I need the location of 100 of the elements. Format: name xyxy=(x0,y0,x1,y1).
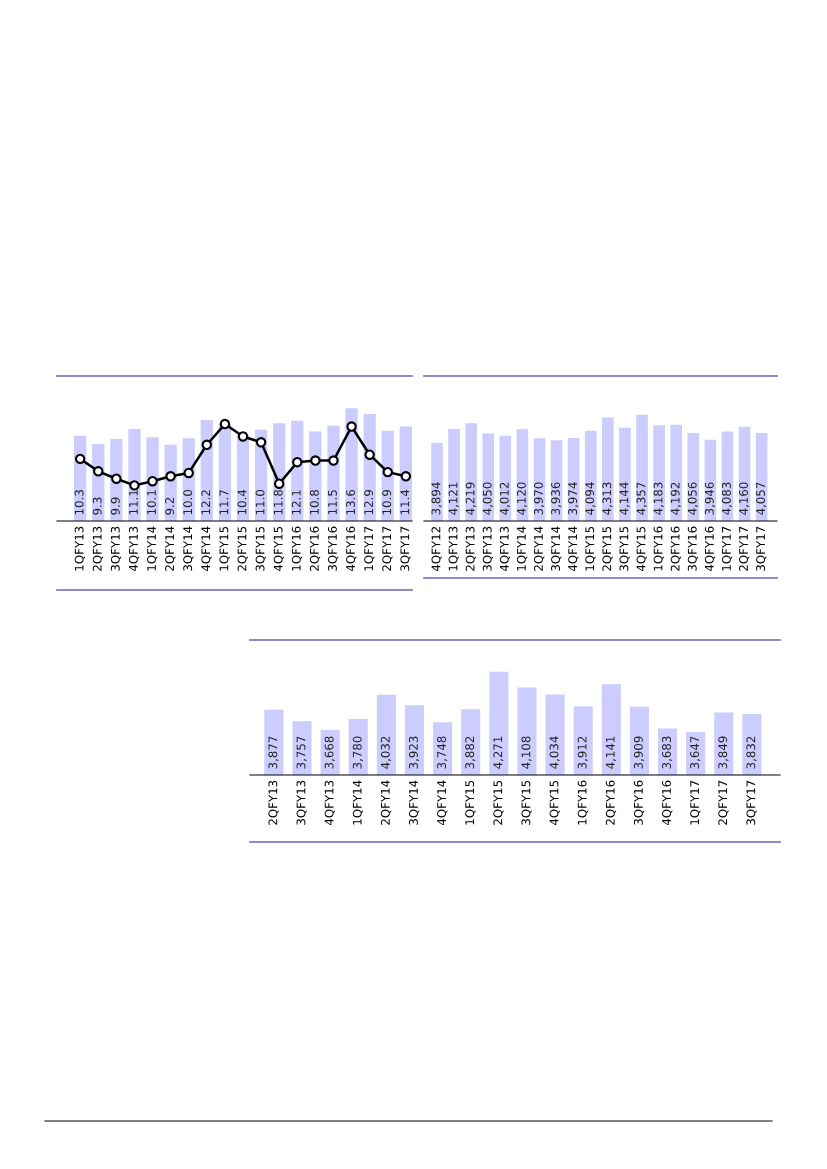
data-label: 4,057 xyxy=(756,482,767,515)
data-label: 3,909 xyxy=(633,736,645,769)
data-label: 4,050 xyxy=(482,482,493,515)
bar xyxy=(327,425,340,521)
data-label: 11.5 xyxy=(328,490,337,515)
x-tick-label: 1QFY17 xyxy=(721,526,733,571)
x-tick-label: 4QFY13 xyxy=(499,526,511,572)
x-tick-label: 4QFY12 xyxy=(431,527,442,572)
point xyxy=(147,476,158,487)
x-tick-label: 3QFY14 xyxy=(183,526,194,571)
x-tick-label: 4QFY16 xyxy=(704,526,716,572)
x-tick-label: 4QFY14 xyxy=(568,526,579,572)
x-tick-label: 3QFY14 xyxy=(551,526,562,571)
point xyxy=(111,473,122,484)
point xyxy=(201,439,213,450)
bar xyxy=(345,408,358,521)
x-tick-label: 1QFY13 xyxy=(448,526,459,571)
x-tick-label: 2QFY15 xyxy=(493,780,504,825)
x-tick-label: 3QFY13 xyxy=(482,526,494,571)
data-label: 12.2 xyxy=(201,490,211,515)
data-label: 10.8 xyxy=(309,489,319,515)
data-label: 3,780 xyxy=(352,736,363,769)
x-tick-label: 1QFY15 xyxy=(585,526,596,571)
data-label: 10.1 xyxy=(147,490,156,515)
data-label: 4,141 xyxy=(605,736,616,769)
data-label: 10.0 xyxy=(183,489,193,515)
x-tick-label: 3QFY15 xyxy=(619,526,630,571)
x-tick-label: 2QFY17 xyxy=(382,526,393,571)
x-tick-label: 1QFY14 xyxy=(516,526,528,571)
x-tick-label: 3QFY14 xyxy=(408,780,420,825)
x-tick-label: 1QFY16 xyxy=(291,526,303,571)
data-label: 9.2 xyxy=(165,497,175,515)
x-tick-label: 2QFY16 xyxy=(605,780,617,825)
data-label: 4,056 xyxy=(687,482,698,515)
data-label: 9.3 xyxy=(92,497,102,515)
data-label: 3,882 xyxy=(465,736,476,769)
data-label: 12.9 xyxy=(364,489,374,515)
x-tick-label: 4QFY15 xyxy=(549,780,560,826)
data-label: 4,120 xyxy=(516,482,528,515)
point xyxy=(183,467,194,479)
x-tick-label: 2QFY13 xyxy=(268,780,279,825)
x-tick-label: 3QFY16 xyxy=(633,780,645,825)
data-label: 4,271 xyxy=(493,736,504,769)
x-tick-label: 3QFY13 xyxy=(110,526,122,571)
x-tick-label: 2QFY14 xyxy=(380,780,392,825)
bar xyxy=(146,437,159,521)
data-label: 3,832 xyxy=(746,736,757,769)
data-label: 4,121 xyxy=(448,482,459,515)
data-label: 4,313 xyxy=(602,482,613,515)
data-label: 3,647 xyxy=(690,736,701,769)
data-label: 4,219 xyxy=(465,482,476,515)
data-label: 3,923 xyxy=(408,736,420,769)
data-label: 10.9 xyxy=(382,489,392,515)
point xyxy=(364,449,375,460)
data-label: 4,183 xyxy=(653,482,664,515)
data-label: 4,160 xyxy=(739,482,750,515)
x-tick-label: 3QFY17 xyxy=(746,780,757,825)
point xyxy=(310,455,321,466)
x-tick-label: 3QFY17 xyxy=(756,526,767,571)
x-tick-label: 4QFY14 xyxy=(437,780,448,826)
x-tick-label: 4QFY13 xyxy=(324,780,335,826)
data-label: 3,912 xyxy=(577,736,588,769)
data-label: 12.1 xyxy=(291,490,301,515)
data-label: 11.8 xyxy=(273,489,283,515)
x-tick-label: 1QFY17 xyxy=(364,526,375,571)
point xyxy=(237,431,249,442)
x-tick-label: 4QFY13 xyxy=(128,526,140,572)
data-label: 4,108 xyxy=(521,736,532,769)
point xyxy=(219,418,231,430)
data-label: 4,357 xyxy=(636,482,647,515)
data-label: 3,668 xyxy=(324,736,335,769)
point xyxy=(93,466,104,477)
point xyxy=(292,456,303,468)
point xyxy=(273,478,285,489)
data-label: 11.7 xyxy=(219,490,229,515)
x-tick-label: 1QFY15 xyxy=(219,526,230,571)
data-label: 10.4 xyxy=(237,489,247,515)
point xyxy=(165,471,176,482)
point xyxy=(129,480,140,491)
point xyxy=(74,453,86,465)
x-tick-label: 1QFY14 xyxy=(147,526,158,571)
x-tick-label: 3QFY15 xyxy=(255,526,266,571)
x-tick-label: 3QFY16 xyxy=(687,526,699,571)
x-tick-label: 1QFY16 xyxy=(577,780,588,825)
x-tick-label: 2QFY16 xyxy=(309,526,321,571)
x-tick-label: 2QFY13 xyxy=(92,526,104,571)
data-label: 9.9 xyxy=(110,497,120,515)
data-label: 11.4 xyxy=(400,489,410,515)
x-tick-label: 1QFY17 xyxy=(690,780,701,825)
data-label: 11.0 xyxy=(255,489,265,515)
bar xyxy=(164,444,177,521)
x-tick-label: 2QFY17 xyxy=(739,526,750,571)
data-label: 10.3 xyxy=(74,490,84,515)
point xyxy=(400,471,412,482)
point xyxy=(255,437,267,448)
point xyxy=(382,466,393,478)
bar xyxy=(128,429,141,521)
data-label: 3,936 xyxy=(551,482,562,515)
x-tick-label: 4QFY15 xyxy=(273,526,284,572)
x-tick-label: 2QFY14 xyxy=(165,526,176,571)
